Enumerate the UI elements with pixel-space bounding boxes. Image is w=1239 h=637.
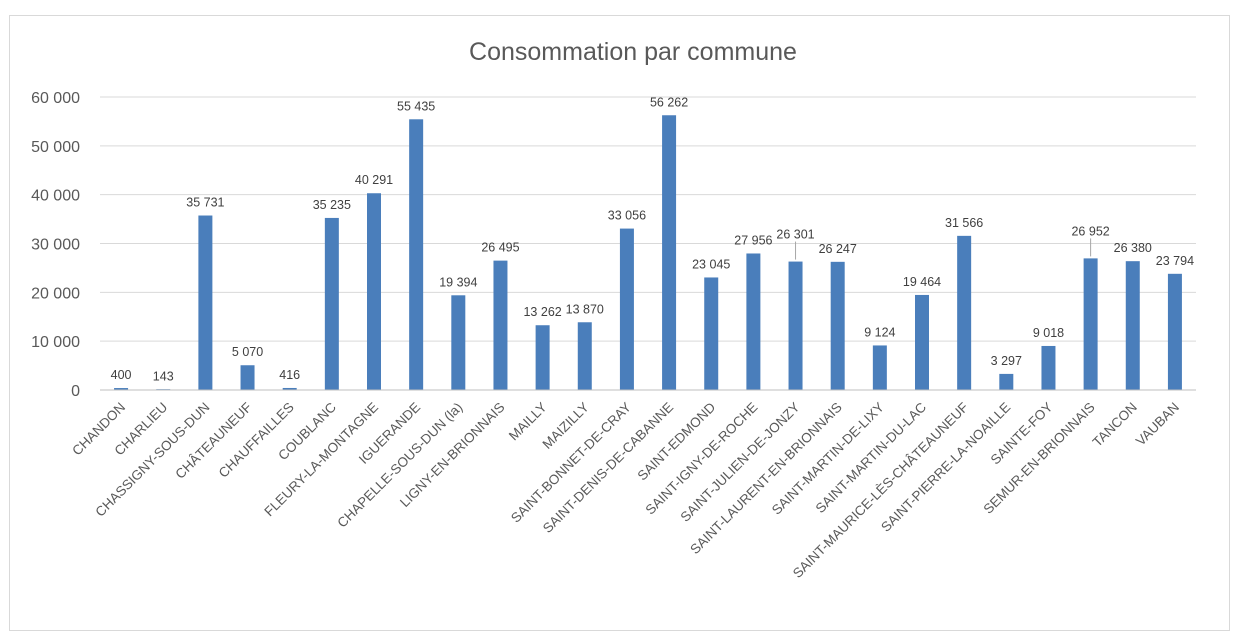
data-label: 13 262 <box>523 305 561 319</box>
data-label: 143 <box>153 369 174 383</box>
data-label: 26 495 <box>481 241 519 255</box>
bar <box>830 261 845 390</box>
bar <box>282 387 297 390</box>
bar <box>535 325 550 390</box>
bar <box>788 261 803 390</box>
data-label: 31 566 <box>945 216 983 230</box>
bar <box>1167 273 1182 390</box>
data-label: 26 247 <box>819 242 857 256</box>
data-label: 35 235 <box>313 198 351 212</box>
x-tick-label: TANCON <box>1090 400 1140 450</box>
x-tick-label: SAINT-EDMOND <box>635 399 719 483</box>
bar <box>746 253 761 390</box>
data-label: 23 794 <box>1156 254 1194 268</box>
bar <box>198 215 213 390</box>
data-label: 9 018 <box>1033 326 1064 340</box>
bar <box>662 115 677 390</box>
data-label: 40 291 <box>355 173 393 187</box>
chart-title: Consommation par commune <box>469 38 797 66</box>
x-axis-ticks: CHANDONCHARLIEUCHASSIGNY-SOUS-DUNCHÂTEAU… <box>69 399 1182 581</box>
data-label: 9 124 <box>864 325 895 339</box>
y-tick-label: 40 000 <box>31 188 80 205</box>
data-label: 26 952 <box>1071 224 1109 238</box>
data-label: 35 731 <box>186 196 224 210</box>
y-tick-label: 0 <box>71 383 80 400</box>
bar <box>999 373 1014 390</box>
bar <box>493 260 508 390</box>
bar <box>409 119 424 390</box>
bar <box>915 294 929 390</box>
data-label: 400 <box>111 368 132 382</box>
x-tick-label: VAUBAN <box>1133 400 1182 449</box>
data-label: 56 262 <box>650 95 688 109</box>
data-label: 33 056 <box>608 209 646 223</box>
y-tick-label: 10 000 <box>31 334 80 351</box>
bar <box>872 345 887 390</box>
y-tick-label: 50 000 <box>31 139 80 156</box>
data-label: 26 380 <box>1114 241 1152 255</box>
bar <box>577 322 592 390</box>
bar <box>704 277 719 390</box>
y-tick-label: 60 000 <box>31 90 80 107</box>
data-label: 27 956 <box>734 233 772 247</box>
data-label: 13 870 <box>566 302 604 316</box>
data-label: 55 435 <box>397 99 435 113</box>
bar <box>957 235 972 390</box>
chart-frame <box>9 15 1230 631</box>
bar <box>367 193 381 390</box>
bar <box>1041 345 1056 390</box>
bars <box>114 115 1182 390</box>
bar <box>114 388 129 390</box>
x-tick-label: CHAUFFAILLES <box>216 400 297 481</box>
x-tick-label: SAINT-LAURENT-EN-BRIONNAIS <box>687 400 845 558</box>
bar <box>1083 258 1098 390</box>
data-label: 26 301 <box>776 228 814 242</box>
bar <box>619 228 634 390</box>
y-tick-label: 20 000 <box>31 285 80 302</box>
data-label: 23 045 <box>692 257 730 271</box>
bar <box>451 295 466 390</box>
bar <box>324 217 339 390</box>
data-label: 19 464 <box>903 275 941 289</box>
bar <box>1125 261 1140 390</box>
y-axis-ticks: 0 10 000 20 000 30 000 40 000 50 000 60 000 <box>31 90 80 400</box>
x-tick-label: CHÂTEAUNEUF <box>172 400 254 482</box>
data-label: 3 297 <box>991 354 1022 368</box>
gridlines <box>100 96 1196 342</box>
data-labels: 400 143 35 731 5 070 416 35 235 40 291 55 435 19… <box>111 95 1194 383</box>
bar <box>240 365 255 390</box>
data-label: 19 394 <box>439 275 477 289</box>
y-tick-label: 30 000 <box>31 237 80 254</box>
data-label: 416 <box>279 368 300 382</box>
data-label: 5 070 <box>232 345 263 359</box>
